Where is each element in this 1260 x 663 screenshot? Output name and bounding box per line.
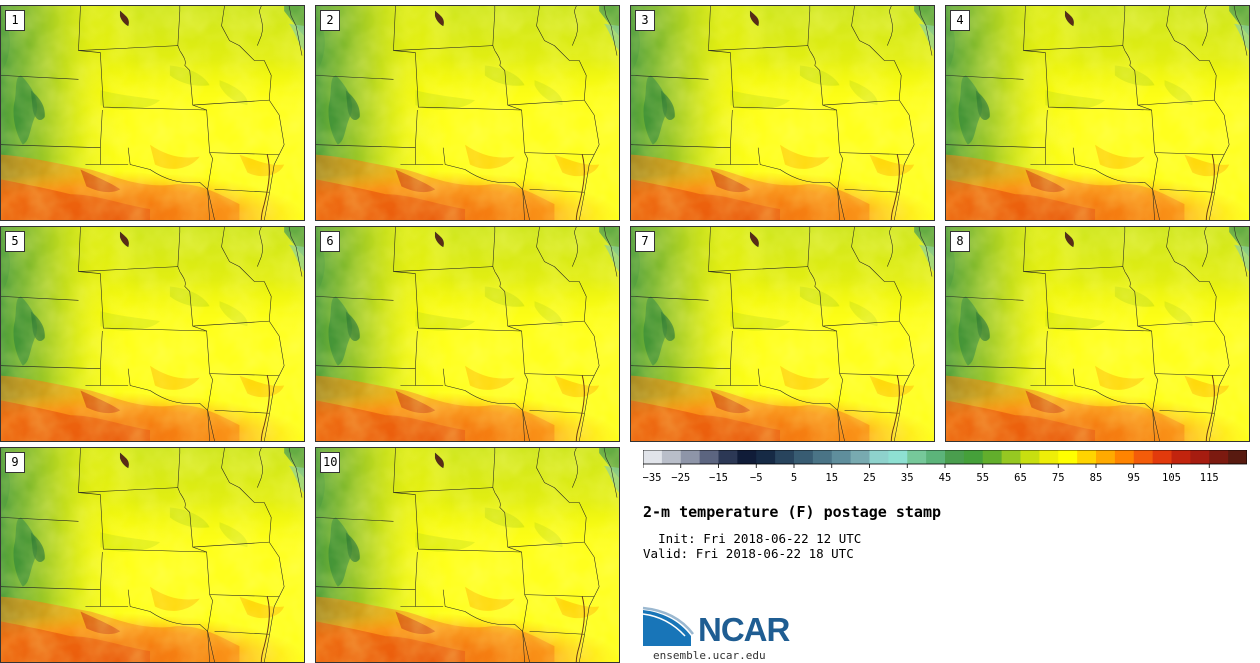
colorbar-swatch <box>1114 450 1135 464</box>
colorbar-tick-label: 15 <box>825 472 838 484</box>
colorbar-tick-label: −25 <box>671 472 690 484</box>
valid-label: Valid: <box>643 546 689 561</box>
colorbar-swatch <box>982 450 1003 464</box>
temperature-map <box>316 6 619 220</box>
colorbar-swatch <box>1039 450 1059 464</box>
colorbar-tick-label: 5 <box>791 472 797 484</box>
colorbar-swatch <box>794 450 814 464</box>
colorbar-tick-label: 55 <box>976 472 989 484</box>
colorbar-tick-label: 115 <box>1200 472 1219 484</box>
member-panel: 6 <box>315 226 620 442</box>
member-number: 4 <box>950 10 970 31</box>
temperature-map <box>946 6 1249 220</box>
ncar-logo-text: NCAR <box>698 611 790 648</box>
colorbar-tick-label: 65 <box>1014 472 1027 484</box>
colorbar-swatch <box>737 450 757 464</box>
member-panel: 4 <box>945 5 1250 221</box>
member-number: 3 <box>635 10 655 31</box>
valid-time-line: Valid: Fri 2018-06-22 18 UTC <box>643 546 854 561</box>
member-number: 10 <box>320 452 341 473</box>
member-panel: 10 <box>315 447 620 663</box>
member-panel: 3 <box>630 5 935 221</box>
colorbar-tick-label: 95 <box>1127 472 1140 484</box>
colorbar-swatch <box>907 450 927 464</box>
colorbar-tick-label: 75 <box>1052 472 1065 484</box>
colorbar-tick-label: −15 <box>709 472 728 484</box>
member-panel: 1 <box>0 5 305 221</box>
colorbar-swatch <box>850 450 870 464</box>
member-number: 1 <box>5 10 25 31</box>
colorbar-swatch <box>926 450 946 464</box>
colorbar-swatch <box>775 450 795 464</box>
colorbar-tick-label: −35 <box>643 472 661 484</box>
temperature-map <box>316 448 619 662</box>
colorbar-swatch <box>812 450 833 464</box>
member-panel: 9 <box>0 447 305 663</box>
init-time-line: Init: Fri 2018-06-22 12 UTC <box>643 531 861 546</box>
member-number: 6 <box>320 231 340 252</box>
temperature-map <box>1 448 304 662</box>
colorbar-swatch <box>756 450 776 464</box>
temperature-map <box>631 227 934 441</box>
plot-title: 2-m temperature (F) postage stamp <box>643 503 942 521</box>
colorbar-swatch <box>1077 450 1097 464</box>
colorbar-tick-label: 105 <box>1162 472 1181 484</box>
member-number: 5 <box>5 231 25 252</box>
member-panel: 2 <box>315 5 620 221</box>
temperature-map <box>946 227 1249 441</box>
colorbar-tick-label: 25 <box>863 472 876 484</box>
colorbar: −35 −25 −15 −5 5 15 25 35 45 55 65 75 85 95 105 115 <box>643 450 1247 484</box>
colorbar-ticks: −35 −25 −15 −5 5 15 25 35 45 55 65 75 85 95 105 115 <box>643 464 1219 484</box>
temperature-map <box>1 227 304 441</box>
colorbar-swatch <box>1133 450 1154 464</box>
ncar-logo-icon <box>642 606 694 646</box>
colorbar-tick-label: 45 <box>939 472 952 484</box>
colorbar-swatch <box>1152 450 1172 464</box>
colorbar-tick-label: 35 <box>901 472 914 484</box>
colorbar-swatch <box>831 450 852 464</box>
temperature-map <box>316 227 619 441</box>
colorbar-swatch <box>643 450 663 464</box>
colorbar-swatch <box>699 450 719 464</box>
member-number: 7 <box>635 231 655 252</box>
colorbar-swatch <box>661 450 682 464</box>
temperature-map <box>1 6 304 220</box>
temperature-map <box>631 6 934 220</box>
member-panel: 5 <box>0 226 305 442</box>
colorbar-swatch <box>869 450 889 464</box>
colorbar-swatch <box>945 450 965 464</box>
colorbar-swatch <box>718 450 738 464</box>
colorbar-swatches <box>643 450 1247 464</box>
colorbar-swatch <box>1001 450 1021 464</box>
colorbar-tick-label: −5 <box>750 472 763 484</box>
colorbar-swatch <box>1190 450 1210 464</box>
colorbar-swatch <box>963 450 984 464</box>
colorbar-tick-label: 85 <box>1090 472 1103 484</box>
member-number: 9 <box>5 452 25 473</box>
colorbar-swatch <box>1171 450 1191 464</box>
colorbar-swatch <box>1096 450 1116 464</box>
colorbar-swatch <box>888 450 908 464</box>
colorbar-swatch <box>1209 450 1229 464</box>
ensemble-url: ensemble.ucar.edu <box>653 649 766 662</box>
init-time: Fri 2018-06-22 12 UTC <box>703 531 862 546</box>
valid-time: Fri 2018-06-22 18 UTC <box>695 546 854 561</box>
colorbar-swatch <box>680 450 701 464</box>
init-label: Init: <box>658 531 696 546</box>
member-number: 8 <box>950 231 970 252</box>
member-panel: 8 <box>945 226 1250 442</box>
colorbar-swatch <box>1058 450 1078 464</box>
member-number: 2 <box>320 10 340 31</box>
member-panel: 7 <box>630 226 935 442</box>
colorbar-swatch <box>1020 450 1040 464</box>
colorbar-swatch <box>1228 450 1247 464</box>
